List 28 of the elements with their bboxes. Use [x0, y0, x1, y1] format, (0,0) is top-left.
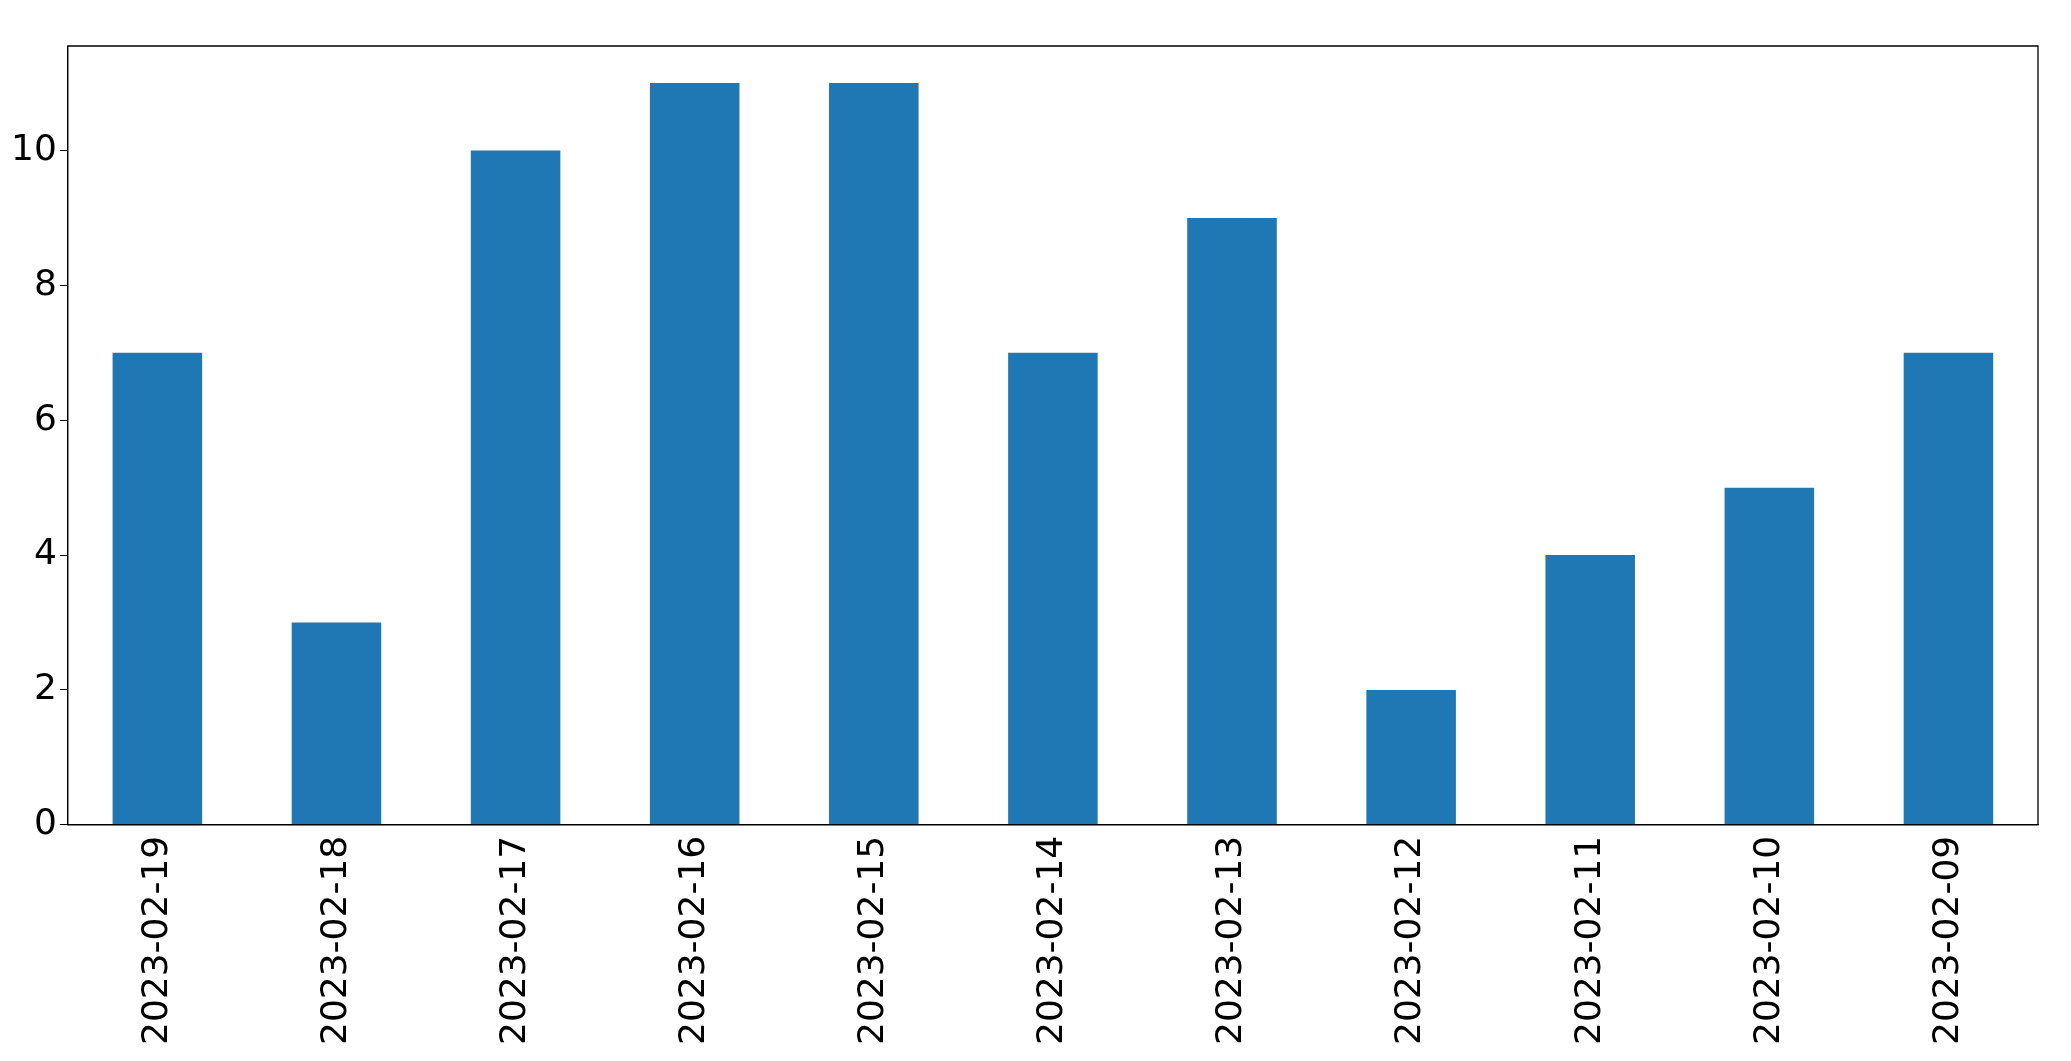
x-tick-label: 2023-02-15 [850, 835, 892, 1045]
x-tick-label: 2023-02-12 [1387, 835, 1429, 1045]
bar [1008, 352, 1098, 825]
y-tick-label: 2 [33, 666, 57, 708]
y-tick-label: 10 [11, 126, 57, 168]
x-tick-label: 2023-02-14 [1029, 835, 1071, 1045]
x-tick-label: 2023-02-11 [1566, 835, 1608, 1045]
x-tick-label: 2023-02-09 [1924, 835, 1966, 1045]
y-tick-label: 0 [33, 801, 57, 843]
y-tick-label: 4 [33, 531, 57, 573]
x-tick-label: 2023-02-18 [312, 835, 354, 1045]
x-tick-label: 2023-02-10 [1745, 835, 1787, 1045]
bar [112, 352, 203, 825]
bar [829, 83, 919, 825]
bar [470, 150, 561, 825]
y-tick-label: 6 [33, 396, 57, 438]
bar [1903, 352, 1994, 825]
x-tick-label: 2023-02-19 [133, 835, 175, 1045]
bar [1187, 217, 1277, 825]
bar [649, 83, 740, 825]
bar [1545, 555, 1636, 825]
x-tick-label: 2023-02-13 [1208, 835, 1250, 1045]
bar [291, 622, 382, 825]
bar [1724, 487, 1815, 825]
y-tick-label: 8 [33, 261, 57, 303]
bar [1366, 689, 1456, 825]
x-tick-label: 2023-02-16 [671, 835, 713, 1045]
x-tick-label: 2023-02-17 [491, 835, 533, 1045]
